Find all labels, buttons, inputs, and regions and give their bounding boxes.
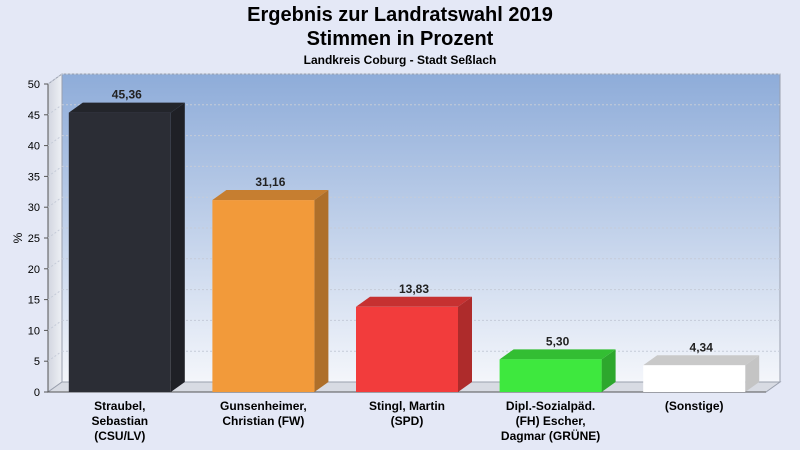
gridline-wall [47, 196, 63, 208]
gridline-wall [47, 135, 63, 147]
x-tick-label: Straubel, Sebastian (CSU/LV) [91, 399, 148, 443]
x-tick-label: Gunsenheimer, Christian (FW) [220, 399, 307, 428]
x-tick-label-line: Straubel, [94, 399, 145, 413]
gridline-wall [47, 258, 63, 270]
y-tick-label: 10 [28, 325, 40, 337]
gridline-wall [47, 289, 63, 301]
x-tick-label-line: Dagmar (GRÜNE) [501, 428, 600, 443]
chart-subtitle: Landkreis Coburg - Stadt Seßlach [303, 53, 497, 67]
y-tick-label: 30 [28, 202, 40, 214]
data-label: 13,83 [399, 282, 429, 296]
bar [68, 112, 171, 392]
y-tick-label: 50 [28, 79, 40, 91]
gridline-wall [47, 350, 63, 362]
bar [643, 365, 746, 392]
data-label: 31,16 [255, 175, 285, 189]
x-tick-label-line: (FH) Escher, [516, 414, 586, 428]
bar [356, 306, 458, 392]
bar-side [170, 102, 185, 392]
chart-title-line2: Stimmen in Prozent [306, 28, 494, 50]
gridline-wall [47, 104, 63, 116]
bar-side [745, 355, 760, 392]
y-tick-label: 5 [34, 356, 40, 368]
bar-top [499, 349, 616, 360]
x-tick-label-line: Christian (FW) [222, 414, 304, 428]
bar [212, 200, 315, 392]
bar [499, 359, 602, 392]
x-tick-label-line: Stingl, Martin [369, 399, 445, 413]
x-tick-label-line: (CSU/LV) [94, 429, 145, 443]
data-label: 4,34 [690, 340, 714, 354]
gridline-wall [47, 227, 63, 239]
y-tick-label: 25 [28, 233, 40, 245]
y-axis-label: % [11, 232, 25, 243]
gridline-wall [47, 73, 63, 85]
data-label: 45,36 [112, 88, 142, 102]
x-tick-label-line: Dipl.-Sozialpäd. [506, 399, 595, 413]
x-tick-label: Dipl.-Sozialpäd. (FH) Escher, Dagmar (GRÜN… [501, 399, 600, 443]
bar-side [458, 296, 472, 392]
bar-side [314, 190, 329, 392]
x-tick-label-line: Gunsenheimer, [220, 399, 307, 413]
y-tick-label: 15 [28, 295, 40, 307]
y-tick-label: 20 [28, 264, 40, 276]
bar-top [68, 102, 185, 113]
bar-top [356, 296, 472, 307]
x-tick-label: Stingl, Martin (SPD) [369, 399, 445, 428]
bar-side [601, 349, 616, 392]
y-tick-label: 35 [28, 171, 40, 183]
y-tick-label: 40 [28, 141, 40, 153]
gridline-wall [47, 165, 63, 177]
bar-top [212, 190, 329, 201]
y-tick-label: 45 [28, 110, 40, 122]
gridline-wall [47, 319, 63, 331]
bar-top [643, 355, 760, 366]
y-tick-label: 0 [34, 387, 40, 399]
x-tick-label: (Sonstige) [665, 399, 724, 413]
chart-title: Ergebnis zur Landratswahl 2019 [247, 4, 553, 26]
x-tick-label-line: Sebastian [91, 414, 148, 428]
x-tick-label-line: (SPD) [391, 414, 424, 428]
x-tick-label-line: (Sonstige) [665, 399, 724, 413]
data-label: 5,30 [546, 334, 570, 348]
